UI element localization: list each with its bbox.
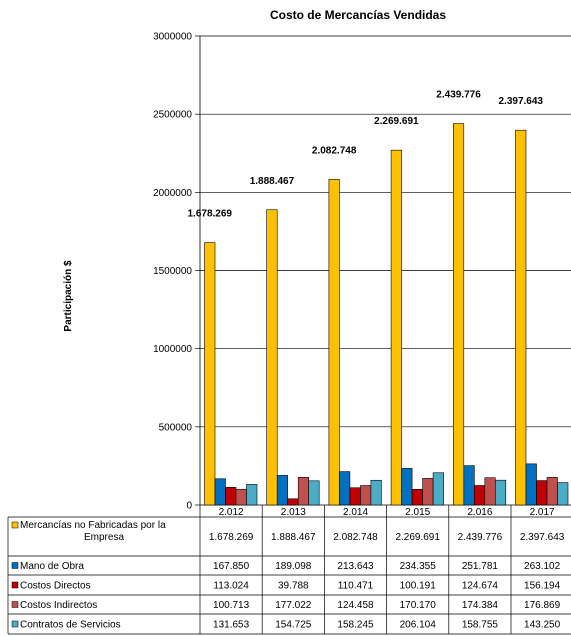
table-cell: 177.022 — [275, 600, 312, 611]
table-cell: 156.194 — [524, 581, 561, 592]
data-label: 2.269.691 — [374, 116, 419, 127]
table-cell: 174.384 — [462, 600, 499, 611]
legend-label: Mercancías no Fabricadas por la — [20, 520, 166, 531]
table-cell: 110.471 — [338, 581, 374, 592]
bar — [246, 484, 258, 506]
bar — [463, 465, 475, 506]
bar — [360, 485, 372, 506]
y-tick-label: 500000 — [159, 422, 193, 433]
bar — [473, 485, 486, 506]
table-cell: 100.713 — [213, 600, 250, 611]
data-table: 2.012 2.013 2.014 2.015 2.016 2.017 Mercancías… — [7, 505, 571, 635]
table-cell: 263.102 — [524, 561, 561, 572]
table-cell: 251.781 — [462, 561, 499, 572]
bar — [525, 463, 537, 506]
table-cell: 213.643 — [337, 561, 374, 572]
bar — [297, 477, 310, 506]
table-cell: 1.888.467 — [271, 532, 316, 543]
plot-area: 0 500000 1000000 1500000 2000000 2500000 30000… — [153, 32, 571, 512]
table-cell: 170.170 — [400, 600, 437, 611]
y-tick-label: 1000000 — [153, 344, 192, 355]
y-tick-label: 2000000 — [153, 188, 192, 199]
bar — [484, 477, 496, 506]
table-cell: 2.269.691 — [395, 532, 440, 543]
table-cell: 167.850 — [213, 561, 250, 572]
bar — [214, 478, 226, 506]
y-axis-label: Participación $ — [63, 260, 74, 332]
data-label: 1.678.269 — [188, 209, 233, 220]
legend-key — [11, 521, 19, 529]
bar — [401, 468, 413, 506]
bar — [266, 209, 278, 506]
table-cell: 113.024 — [213, 581, 249, 592]
bar — [328, 179, 340, 506]
legend-label: Costos Indirectos — [20, 600, 97, 611]
bar — [546, 477, 558, 506]
y-tick-label: 1500000 — [153, 266, 192, 277]
bar — [370, 479, 382, 506]
data-label: 2.439.776 — [436, 90, 481, 101]
table-cell: 176.869 — [524, 600, 561, 611]
bar — [494, 479, 507, 506]
bar — [235, 488, 247, 506]
table-cell: 234.355 — [400, 561, 437, 572]
table-cell: 124.458 — [337, 600, 374, 611]
chart-title: Costo de Mercancías Vendidas — [270, 8, 446, 22]
table-cell: 2.082.748 — [333, 532, 378, 543]
table-header-cell: 2.015 — [405, 507, 430, 518]
legend-key — [11, 620, 19, 628]
legend-key — [11, 581, 19, 589]
legend-label: Costos Directos — [20, 581, 91, 592]
bar — [432, 472, 444, 506]
bar — [515, 129, 527, 506]
bar — [287, 498, 299, 506]
bar — [276, 475, 289, 506]
bar — [557, 482, 569, 506]
bar — [536, 480, 548, 506]
table-cell: 158.755 — [462, 620, 499, 631]
legend-key — [11, 601, 19, 608]
bar — [390, 149, 402, 506]
legend-label: Contratos de Servicios — [20, 620, 121, 631]
y-tick-label: 3000000 — [153, 32, 192, 43]
table-header-cell: 2.017 — [530, 507, 555, 518]
legend-key — [11, 562, 19, 569]
bar — [308, 480, 320, 506]
table-cell: 158.245 — [337, 620, 374, 631]
table-cell: 189.098 — [275, 561, 312, 572]
bar — [422, 478, 434, 506]
legend-label: Empresa — [84, 532, 124, 543]
table-header-cell: 2.016 — [467, 507, 492, 518]
table-cell: 2.439.776 — [458, 532, 503, 543]
bar — [339, 471, 351, 506]
table-cell: 39.788 — [278, 581, 309, 592]
bar — [225, 487, 237, 506]
bar — [411, 489, 423, 506]
table-header-cell: 2.014 — [343, 507, 368, 518]
table-header-cell: 2.012 — [219, 507, 244, 518]
data-label: 2.397.643 — [499, 96, 544, 107]
bar — [452, 123, 465, 506]
data-label: 1.888.467 — [250, 176, 295, 187]
bar — [204, 242, 216, 506]
legend-label: Mano de Obra — [20, 561, 84, 572]
table-cell: 143.250 — [524, 620, 561, 631]
table-header-cell: 2.013 — [281, 507, 306, 518]
table-cell: 206.104 — [400, 620, 437, 631]
table-cell: 131.653 — [213, 620, 250, 631]
table-cell: 100.191 — [400, 581, 437, 592]
table-cell: 2.397.643 — [520, 532, 565, 543]
data-label: 2.082.748 — [312, 145, 357, 156]
y-tick-label: 2500000 — [153, 110, 192, 121]
table-cell: 124.674 — [462, 581, 499, 592]
y-tick-label: 0 — [186, 501, 192, 512]
bar — [349, 487, 361, 506]
table-cell: 1.678.269 — [209, 532, 254, 543]
table-cell: 154.725 — [275, 620, 312, 631]
